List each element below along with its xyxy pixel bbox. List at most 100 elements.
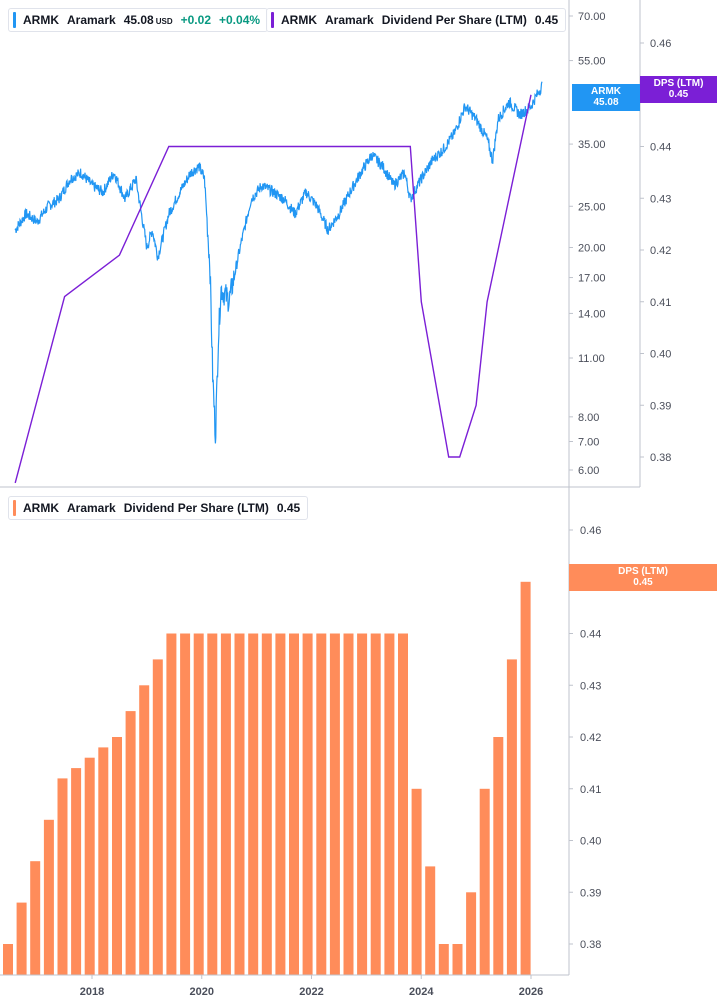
dps-bar: [411, 788, 422, 975]
time-tick-label: 2020: [190, 986, 214, 998]
dps-bar: [302, 633, 313, 975]
price-tick-label: 8.00: [578, 412, 599, 424]
dps-bar: [43, 819, 54, 975]
price-tick-label: 11.00: [578, 353, 605, 365]
bar-axis-tick-label: 0.40: [580, 836, 601, 848]
dps-bar: [180, 633, 191, 975]
bar-axis-tick-label: 0.42: [580, 732, 601, 744]
dps-bar: [57, 778, 68, 975]
dps-bar: [357, 633, 368, 975]
bar-axis-tick-label: 0.39: [580, 887, 601, 899]
dps-bar: [234, 633, 245, 975]
dps-bar: [84, 757, 95, 975]
bar-axis-tick-label: 0.41: [580, 784, 601, 796]
dps-bar: [425, 866, 436, 975]
price-pane: [14, 81, 543, 484]
dps-tick: 0.39: [640, 400, 671, 412]
dps-tick: 0.43: [640, 193, 671, 205]
dps-bar: [3, 944, 13, 975]
bar-legend-value: 0.45: [276, 501, 301, 515]
dps-tick: 0.40: [640, 349, 671, 361]
bar-axis-tick: 0.40: [569, 836, 601, 848]
dps-bar: [125, 711, 136, 975]
dps-bar: [166, 633, 177, 975]
dps-badge-top-label: DPS (LTM): [653, 78, 704, 89]
price-legend[interactable]: ARMK Aramark 45.08 USD +0.02 +0.04%: [8, 8, 269, 32]
legend-change: +0.02: [180, 13, 211, 27]
price-badge: ARMK 45.08: [572, 84, 640, 111]
dps-badge-bottom: DPS (LTM) 0.45: [569, 564, 717, 591]
legend-price: 45.08: [123, 13, 154, 27]
dps-tick-label: 0.39: [650, 400, 671, 412]
dps-bar: [112, 737, 122, 975]
bar-axis-tick-label: 0.38: [580, 939, 601, 951]
dps-badge-bottom-label: DPS (LTM): [618, 566, 668, 577]
time-tick-label: 2026: [519, 986, 543, 998]
dps-bar: [261, 633, 272, 975]
dps-bar: [207, 633, 218, 975]
dps-bar: [479, 788, 490, 975]
dps-bar: [248, 633, 259, 975]
time-tick-label: 2022: [299, 986, 323, 998]
dps-tick-label: 0.42: [650, 245, 671, 257]
price-tick-label: 14.00: [578, 308, 606, 320]
dps-bar: [438, 944, 449, 975]
bar-axis-tick: 0.44: [569, 629, 601, 641]
dps-bar: [370, 633, 381, 975]
dps-bar: [343, 633, 354, 975]
price-badge-value: 45.08: [593, 97, 619, 108]
dps-bar: [289, 633, 299, 975]
price-tick-label: 55.00: [578, 56, 606, 68]
dps-tick-label: 0.40: [650, 349, 671, 361]
dps-tick-label: 0.46: [650, 38, 671, 50]
dps-bar: [220, 633, 231, 975]
price-tick: 6.00: [569, 465, 599, 477]
dps-axis-bottom: 0.46 0.44 0.43 0.42 0.41 0.40 0.39 0.38: [569, 525, 601, 951]
dps-bar: [398, 633, 408, 975]
price-tick: 7.00: [569, 437, 599, 449]
price-tick: 35.00: [569, 139, 606, 151]
dps-bar: [16, 902, 27, 975]
bar-series-swatch: [13, 500, 16, 516]
dps-legend[interactable]: ARMK Aramark Dividend Per Share (LTM) 0.…: [266, 8, 567, 32]
dps-bar: [329, 633, 340, 975]
dps-tick: 0.41: [640, 297, 671, 309]
bar-legend-metric: Dividend Per Share (LTM): [123, 501, 269, 515]
price-tick-label: 70.00: [578, 11, 606, 23]
legend-currency: USD: [155, 17, 173, 26]
dps-bar: [71, 768, 82, 975]
price-tick: 70.00: [569, 11, 606, 23]
legend-name: Aramark: [67, 13, 116, 27]
time-tick-label: 2024: [409, 986, 434, 998]
dps-tick-label: 0.43: [650, 193, 671, 205]
dps-bar: [384, 633, 395, 975]
price-tick: 8.00: [569, 412, 599, 424]
dps-bar: [520, 581, 531, 976]
dps-bar: [506, 659, 517, 975]
price-series-swatch: [13, 12, 16, 28]
dps-tick: 0.38: [640, 452, 671, 464]
price-tick: 14.00: [569, 308, 606, 320]
price-tick-label: 35.00: [578, 139, 606, 151]
bar-axis-tick: 0.39: [569, 887, 601, 899]
bar-legend-name: Aramark: [67, 501, 116, 515]
dps-bar: [139, 685, 150, 975]
dps-legend-ticker: ARMK: [281, 13, 317, 27]
bar-legend[interactable]: ARMK Aramark Dividend Per Share (LTM) 0.…: [8, 496, 309, 520]
dps-tick-label: 0.38: [650, 452, 671, 464]
bar-axis-tick-label: 0.43: [580, 680, 601, 692]
dps-line: [14, 94, 532, 484]
legend-change-pct: +0.04%: [219, 13, 261, 27]
price-tick: 20.00: [569, 243, 606, 255]
dps-badge-top: DPS (LTM) 0.45: [640, 76, 717, 103]
bar-axis-tick: 0.41: [569, 784, 601, 796]
dps-bar: [493, 737, 504, 975]
dps-bar: [275, 633, 286, 975]
bar-axis-tick-label: 0.46: [580, 525, 601, 537]
dps-bar: [316, 633, 327, 975]
dps-axis-top: 0.46 0.44 0.43 0.42 0.41 0.40 0.39 0.38: [640, 38, 671, 464]
dps-tick-label: 0.44: [650, 142, 671, 154]
dps-legend-metric: Dividend Per Share (LTM): [381, 13, 527, 27]
dps-tick-label: 0.41: [650, 297, 671, 309]
